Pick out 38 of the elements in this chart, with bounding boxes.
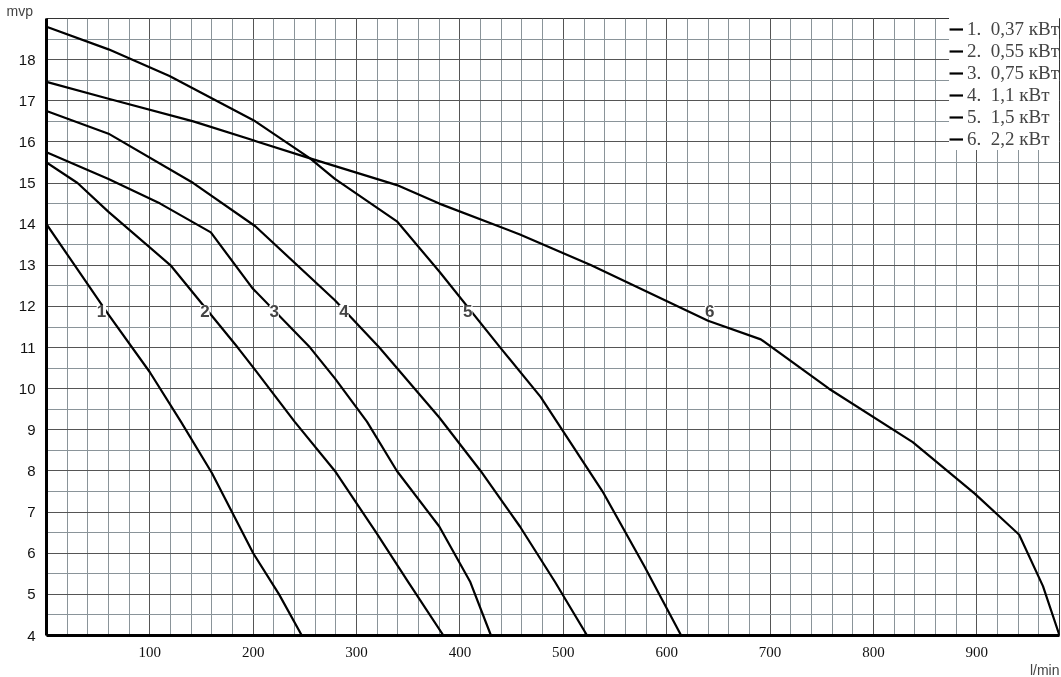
annotation: 4 [339,302,350,321]
annotation: 1 [96,302,107,321]
annotation: 3 [269,302,279,321]
annotation: 2 [200,302,210,321]
legend-label: 6. 2,2 кВт [967,128,1050,150]
x-tick-label: 500 [552,643,575,660]
legend-label: 4. 1,1 кВт [967,84,1050,106]
legend-label: 1. 0,37 кВт [967,18,1059,40]
y-tick-label: 10 [18,379,36,397]
x-axis-title: l/min [1029,661,1060,677]
x-tick-label: 700 [758,643,782,660]
x-tick-label: 400 [448,643,472,660]
annotation: 5 [463,302,473,321]
y-tick-label: 15 [18,174,36,192]
y-tick-label: 14 [18,215,36,233]
y-tick-label: 18 [18,50,36,68]
x-tick-label: 300 [345,643,368,660]
x-tick-label: 900 [965,643,989,660]
annotation: 6 [704,302,715,321]
x-tick-label: 200 [241,643,265,660]
y-tick-label: 7 [27,503,36,521]
x-tick-label: 800 [862,643,885,660]
y-axis-title: mvp [6,2,34,19]
y-tick-label: 11 [19,338,36,356]
y-tick-label: 13 [18,256,36,274]
legend-label: 2. 0,55 кВт [967,40,1059,62]
y-tick-label: 8 [27,461,36,479]
y-tick-label: 9 [27,420,36,438]
x-tick-label: 600 [655,643,678,660]
y-tick-label: 6 [27,544,36,562]
legend-label: 5. 1,5 кВт [967,106,1050,128]
y-tick-label: 16 [18,132,36,150]
y-tick-label: 17 [18,91,36,109]
y-tick-label: 4 [27,626,36,644]
x-tick-label: 100 [138,643,162,660]
y-tick-label: 5 [27,585,36,603]
legend-label: 3. 0,75 кВт [967,62,1059,84]
y-tick-label: 12 [18,297,36,315]
